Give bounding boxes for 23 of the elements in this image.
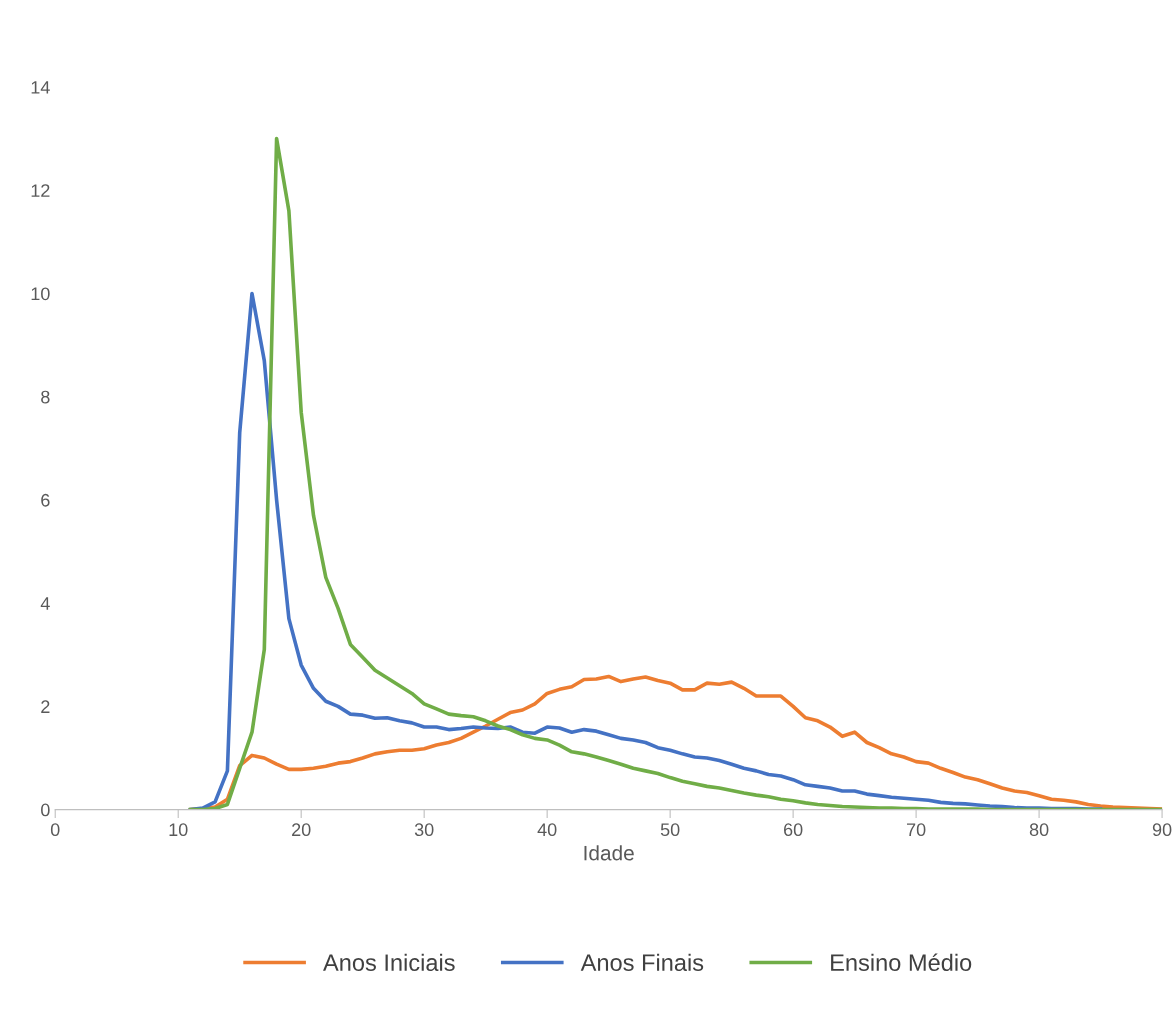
x-tick-label: 80 <box>1029 823 1049 837</box>
x-axis-title: Idade <box>584 845 634 861</box>
y-tick-label: 12 <box>31 184 50 197</box>
y-tick-label: 14 <box>31 81 50 94</box>
x-tick-label: 40 <box>537 823 557 837</box>
line-series <box>188 136 1163 810</box>
legend-label: Anos Iniciais <box>323 953 455 972</box>
x-tick-label: 20 <box>292 823 311 837</box>
y-tick-label: 4 <box>40 597 50 610</box>
x-tick-label: 60 <box>784 823 803 837</box>
legend-label: Ensino Médio <box>831 953 972 972</box>
x-tick-label: 30 <box>414 823 434 837</box>
legend-label: Anos Finais <box>580 953 704 972</box>
x-tick-label: 70 <box>906 823 926 837</box>
x-tick-label: 50 <box>660 823 680 837</box>
y-tick-label: 2 <box>41 700 50 713</box>
x-tick-label: 0 <box>50 823 60 837</box>
y-tick-label: 8 <box>41 390 50 404</box>
x-tick-label: 90 <box>1152 823 1172 837</box>
y-tick-label: 0 <box>41 803 50 817</box>
y-tick-label: 6 <box>41 493 50 507</box>
y-tick-label: 10 <box>31 287 50 301</box>
x-tick-label: 10 <box>169 823 188 837</box>
